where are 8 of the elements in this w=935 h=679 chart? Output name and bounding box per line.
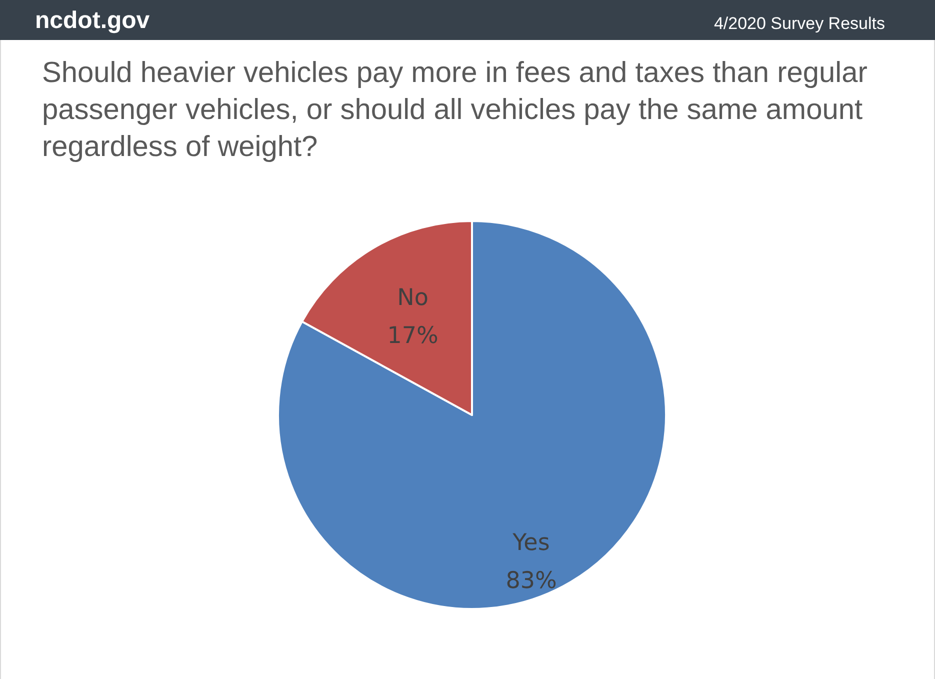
pie-slice	[277, 220, 667, 610]
data-label: 83%	[506, 568, 557, 594]
chart-title: Should heavier vehicles pay more in fees and taxes than regular passenger vehicles, or should all vehicles pay the same amount regardless of weight?	[42, 57, 868, 163]
slice-label: Yes	[512, 530, 550, 556]
text: ncdot.gov	[35, 7, 150, 34]
text: 4/2020 Survey Results	[714, 14, 885, 33]
data-label: 17%	[387, 322, 438, 349]
slice-label: No	[397, 284, 428, 311]
